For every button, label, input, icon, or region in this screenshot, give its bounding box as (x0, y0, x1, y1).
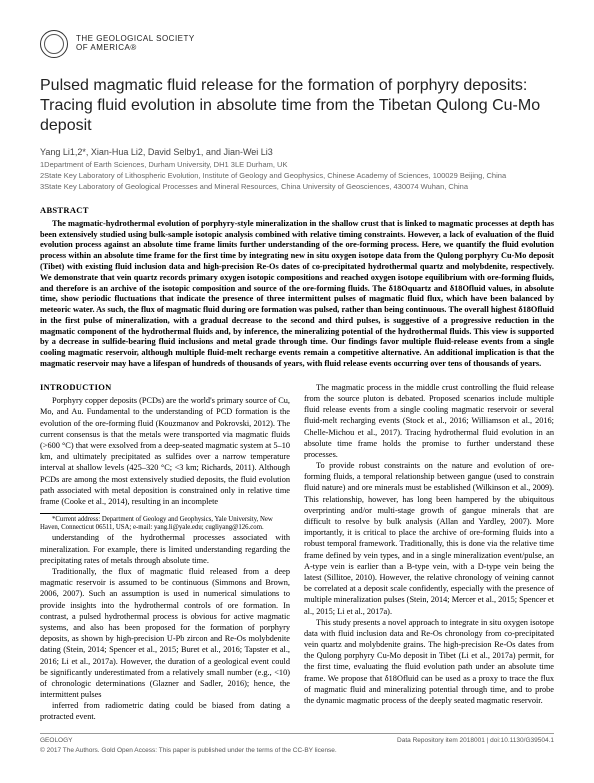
affiliation-1: 1Department of Earth Sciences, Durham Un… (40, 160, 554, 170)
intro-p1: Porphyry copper deposits (PCDs) are the … (40, 395, 290, 507)
intro-heading: INTRODUCTION (40, 382, 290, 393)
intro-p4: inferred from radiometric dating could b… (40, 700, 290, 722)
gsa-seal-icon (40, 30, 68, 58)
page-footer: GEOLOGY Data Repository item 2018001 | d… (40, 733, 554, 746)
intro-p6: To provide robust constraints on the nat… (304, 460, 554, 617)
intro-p7: This study presents a novel approach to … (304, 617, 554, 707)
footer-doi: Data Repository item 2018001 | doi:10.11… (397, 737, 554, 746)
intro-p3: Traditionally, the flux of magmatic flui… (40, 566, 290, 700)
publisher-name: THE GEOLOGICAL SOCIETY OF AMERICA® (76, 35, 195, 53)
author-list: Yang Li1,2*, Xian-Hua Li2, David Selby1,… (40, 146, 554, 158)
abstract-text: The magmatic-hydrothermal evolution of p… (40, 219, 554, 370)
publisher-line2: OF AMERICA® (76, 44, 195, 53)
footnote-rule (40, 513, 100, 514)
footer-license: © 2017 The Authors. Gold Open Access: Th… (40, 747, 554, 756)
article-title: Pulsed magmatic fluid release for the fo… (40, 76, 554, 136)
intro-p5: The magmatic process in the middle crust… (304, 382, 554, 460)
body-columns: INTRODUCTION Porphyry copper deposits (P… (40, 382, 554, 723)
abstract-block: ABSTRACT The magmatic-hydrothermal evolu… (40, 205, 554, 369)
affiliation-2: 2State Key Laboratory of Lithospheric Ev… (40, 171, 554, 181)
intro-p2: understanding of the hydrothermal proces… (40, 532, 290, 566)
affiliation-3: 3State Key Laboratory of Geological Proc… (40, 182, 554, 192)
footer-journal: GEOLOGY (40, 737, 73, 746)
abstract-heading: ABSTRACT (40, 205, 554, 216)
correspondence-footnote: *Current address: Department of Geology … (40, 516, 290, 532)
publisher-masthead: THE GEOLOGICAL SOCIETY OF AMERICA® (40, 30, 554, 58)
